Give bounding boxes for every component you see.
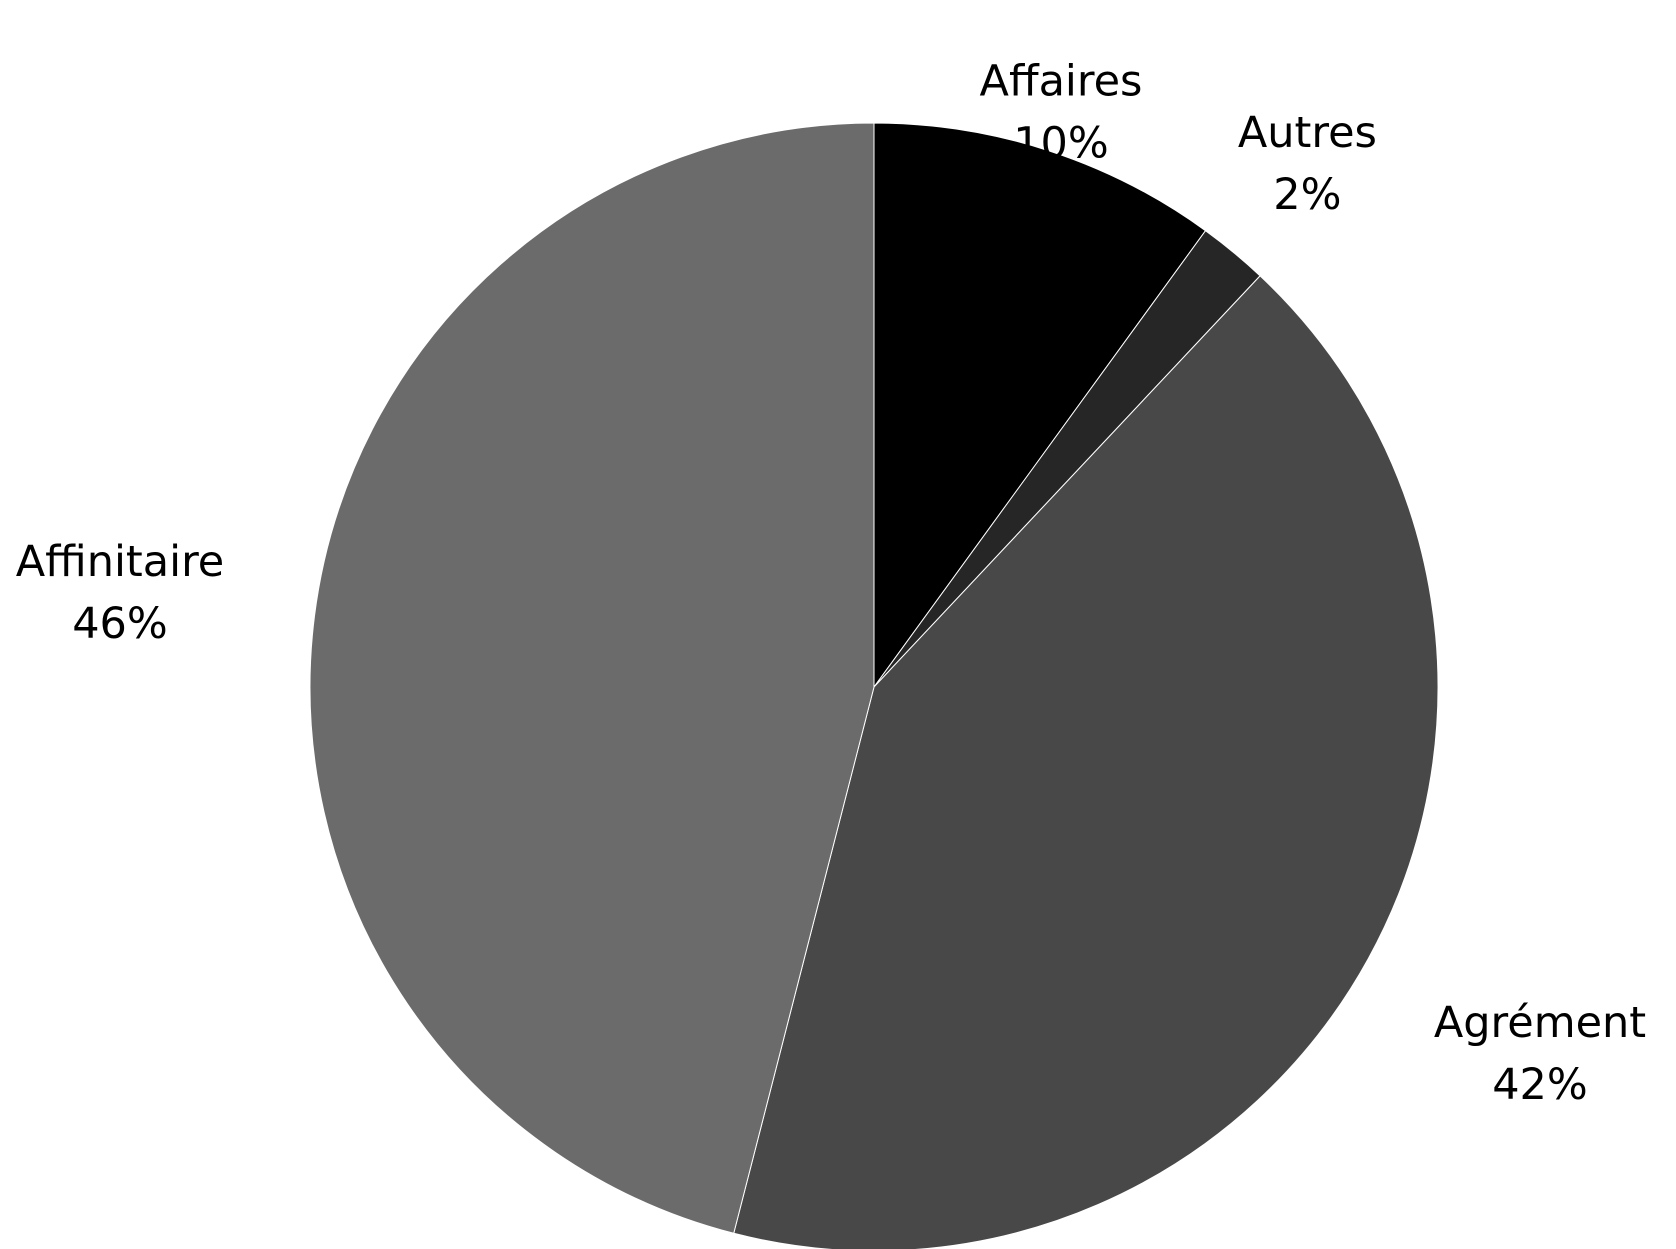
slice-value-autres: 2% xyxy=(1273,170,1341,220)
pie-labels: Affaires 10% Autres 2% Agrément 42% Affinitair… xyxy=(16,57,1646,1110)
pie-slice-agrement xyxy=(733,275,1439,1249)
slice-value-affinitaire: 46% xyxy=(72,599,168,649)
slice-label-agrement: Agrément xyxy=(1434,998,1646,1048)
pie-slice-affaires xyxy=(873,122,1207,689)
pie-slices xyxy=(309,122,1439,1249)
pie-slice-affinitaire xyxy=(309,122,875,1234)
slice-label-affinitaire: Affinitaire xyxy=(16,537,225,587)
slice-value-affaires: 10% xyxy=(1013,119,1109,169)
slice-value-agrement: 42% xyxy=(1492,1060,1588,1110)
slice-label-affaires: Affaires xyxy=(980,57,1143,107)
slice-label-autres: Autres xyxy=(1238,108,1377,158)
